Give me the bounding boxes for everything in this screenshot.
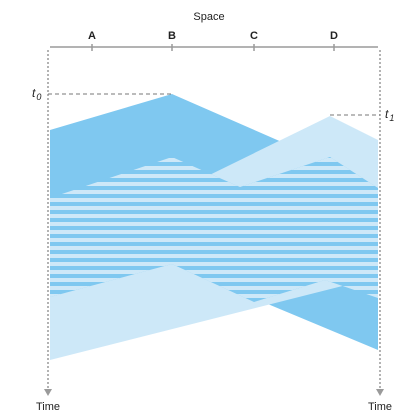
time-right-label: Time — [368, 401, 392, 413]
t1-label: t1 — [385, 107, 394, 123]
collision-stripe — [50, 222, 378, 226]
time-left-label: Time — [36, 401, 60, 413]
collision-stripe — [50, 254, 378, 258]
collision-stripe — [50, 182, 378, 186]
space-axis — [50, 44, 378, 51]
collision-stripe — [50, 246, 378, 250]
collision-stripe — [50, 238, 378, 242]
collision-stripe — [50, 174, 378, 178]
node-a-label: A — [88, 30, 96, 42]
collision-stripe — [50, 190, 378, 194]
collision-stripe — [50, 230, 378, 234]
node-b-label: B — [168, 30, 176, 42]
space-label: Space — [193, 11, 224, 23]
t1-sub: 1 — [389, 113, 394, 123]
node-d-label: D — [330, 30, 338, 42]
collision-stripe — [50, 198, 378, 202]
t0-label: t0 — [32, 86, 41, 102]
collision-stripe — [50, 214, 378, 218]
time-axis-left — [44, 50, 52, 396]
collision-stripe — [50, 206, 378, 210]
node-c-label: C — [250, 30, 258, 42]
time-axis-right — [376, 50, 384, 396]
collision-stripe — [50, 270, 378, 274]
collision-stripe — [50, 262, 378, 266]
t0-base: t — [32, 86, 36, 100]
t1-base: t — [385, 107, 389, 121]
t0-sub: 0 — [36, 92, 41, 102]
collision-stripe — [50, 278, 378, 282]
